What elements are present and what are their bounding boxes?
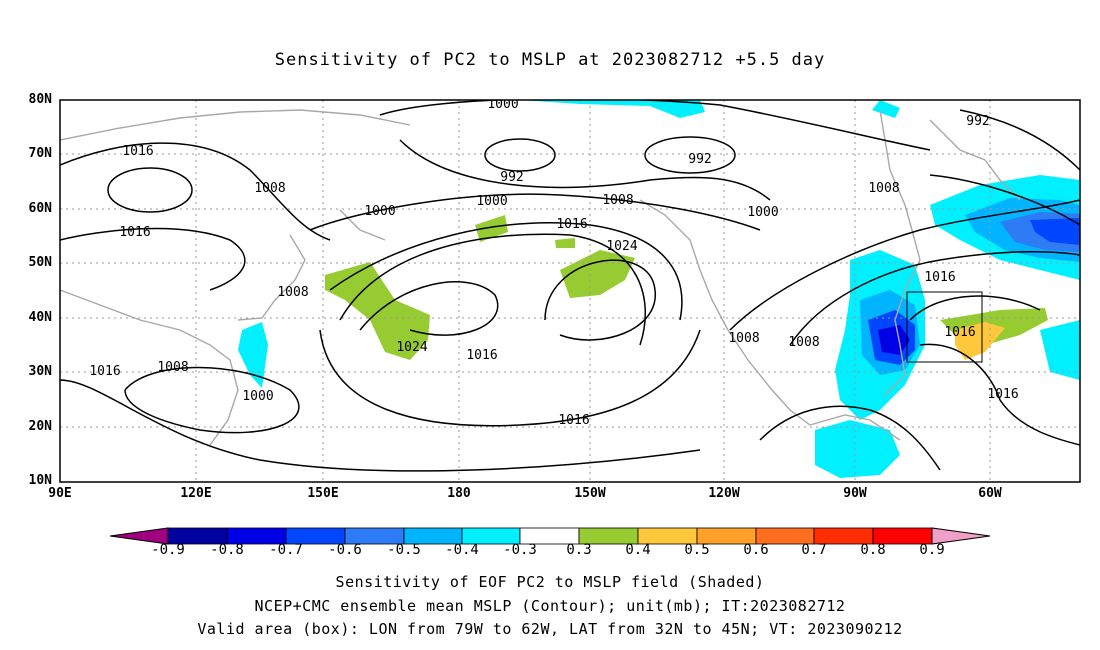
map-title: Sensitivity of PC2 to MSLP at 2023082712… — [274, 50, 826, 70]
colorbar-label: -0.5 — [387, 542, 421, 558]
colorbar-label: 0.6 — [743, 542, 769, 558]
isobar-label: 1016 — [558, 413, 589, 428]
colorbar-label: -0.8 — [210, 542, 244, 558]
colorbar-label: -0.6 — [328, 542, 362, 558]
isobar-label: 1008 — [277, 285, 308, 300]
lat-label-30n: 30N — [28, 364, 52, 379]
isobar-labels: 1000 1016 1008 1016 992 992 1000 1000 10… — [89, 97, 1018, 428]
isobar-label: 1000 — [487, 97, 518, 112]
isobar-label: 1008 — [788, 335, 819, 350]
caption-line-1: Sensitivity of EOF PC2 to MSLP field (Sh… — [335, 573, 765, 591]
lat-label-20n: 20N — [28, 419, 52, 434]
isobar-label: 1016 — [944, 325, 975, 340]
lat-label-10n: 10N — [28, 473, 52, 488]
colorbar-label: 0.4 — [625, 542, 651, 558]
isobar-label: 1024 — [606, 239, 637, 254]
colorbar-label: 0.8 — [860, 542, 886, 558]
isobar-label: 1008 — [868, 181, 899, 196]
lon-label-90w: 90W — [843, 486, 867, 501]
colorbar-label: 0.5 — [684, 542, 710, 558]
valid-area-box — [906, 291, 983, 363]
caption-line-3: Valid area (box): LON from 79W to 62W, L… — [197, 620, 903, 638]
isobar-label: 1016 — [119, 225, 150, 240]
lon-label-150e: 150E — [307, 486, 339, 501]
lat-label-70n: 70N — [28, 146, 52, 161]
isobar-label: 1016 — [987, 387, 1018, 402]
caption-line-2: NCEP+CMC ensemble mean MSLP (Contour); u… — [254, 597, 846, 615]
isobar-label: 1000 — [476, 194, 507, 209]
isobar-label: 1008 — [254, 181, 285, 196]
lon-label-180: 180 — [447, 486, 471, 501]
map-frame — [59, 99, 1081, 483]
isobar-label: 1024 — [396, 340, 427, 355]
colorbar-label: -0.4 — [445, 542, 479, 558]
sensitivity-shading — [238, 100, 1080, 478]
isobar-label: 1008 — [728, 331, 759, 346]
isobar-label: 992 — [966, 114, 989, 129]
isobar-label: 992 — [688, 152, 711, 167]
isobar-label: 1008 — [602, 193, 633, 208]
lon-label-60w: 60W — [978, 486, 1002, 501]
isobar-label: 1016 — [122, 144, 153, 159]
isobar-label: 1000 — [364, 204, 395, 219]
grid-lines — [60, 100, 1080, 482]
lat-label-60n: 60N — [28, 201, 52, 216]
isobar-label: 1016 — [89, 364, 120, 379]
colorbar-label: 0.9 — [919, 542, 945, 558]
colorbar-label: -0.9 — [151, 542, 185, 558]
colorbar-label: 0.3 — [566, 542, 592, 558]
isobar-label: 1000 — [242, 389, 273, 404]
lon-label-90e: 90E — [48, 486, 72, 501]
lat-label-80n: 80N — [28, 92, 52, 107]
lon-label-150w: 150W — [574, 486, 606, 501]
colorbar-label: -0.7 — [269, 542, 303, 558]
isobar-label: 1016 — [556, 217, 587, 232]
colorbar-label: 0.7 — [801, 542, 827, 558]
isobar-label: 1016 — [466, 348, 497, 363]
lon-label-120w: 120W — [708, 486, 740, 501]
isobar-label: 1008 — [157, 360, 188, 375]
colorbar-arrow-right — [931, 527, 991, 545]
lat-label-50n: 50N — [28, 255, 52, 270]
isobar-label: 1000 — [747, 205, 778, 220]
colorbar-label: -0.3 — [503, 542, 537, 558]
isobars — [60, 100, 1080, 472]
isobar-label: 992 — [500, 170, 523, 185]
colorbar — [109, 527, 991, 545]
lon-label-120e: 120E — [180, 486, 212, 501]
lat-label-40n: 40N — [28, 310, 52, 325]
isobar-label: 1016 — [924, 270, 955, 285]
coastlines — [60, 109, 1021, 446]
